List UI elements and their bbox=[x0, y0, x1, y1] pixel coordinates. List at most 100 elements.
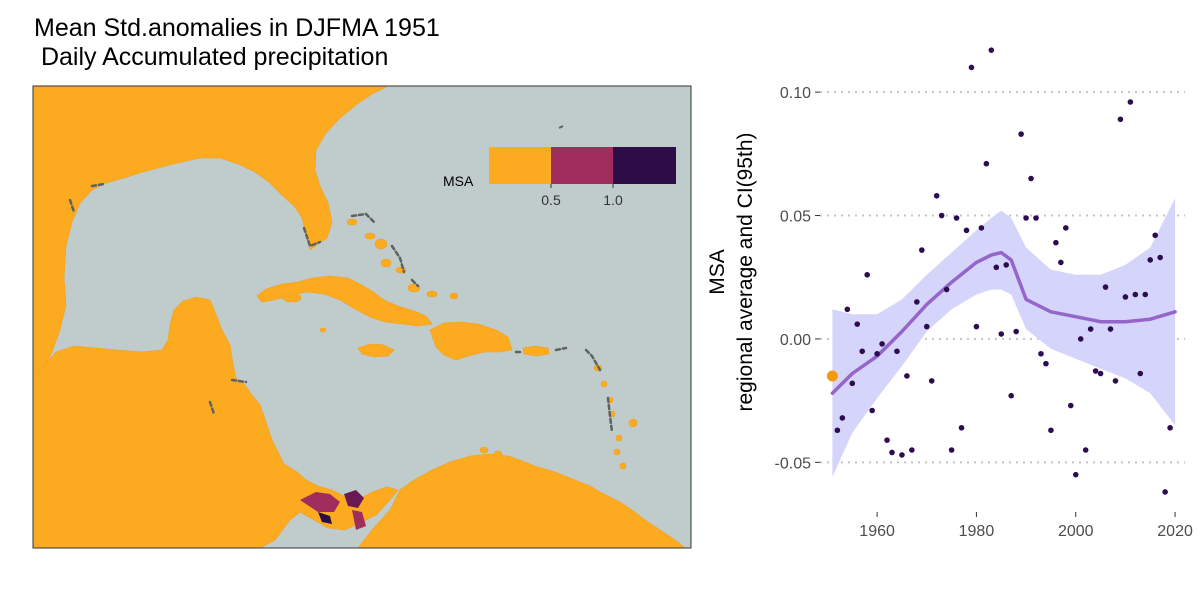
data-point bbox=[1077, 336, 1084, 342]
data-point bbox=[973, 323, 980, 330]
data-point bbox=[869, 407, 875, 414]
data-point bbox=[1147, 257, 1154, 263]
data-point bbox=[958, 424, 965, 431]
legend-swatch-high bbox=[613, 147, 676, 184]
data-points bbox=[826, 47, 1173, 495]
data-point bbox=[894, 348, 900, 355]
data-point bbox=[943, 286, 950, 293]
data-point bbox=[1152, 232, 1159, 239]
data-point bbox=[1028, 175, 1034, 182]
land-cuba bbox=[256, 275, 433, 327]
data-point bbox=[1082, 447, 1089, 453]
smooth-line bbox=[830, 250, 1177, 395]
legend-tick-0-5: 0.5 bbox=[541, 192, 561, 208]
data-point bbox=[1038, 350, 1044, 357]
x-tick-label: 1980 bbox=[959, 523, 995, 540]
data-point bbox=[919, 247, 925, 253]
data-point bbox=[839, 415, 846, 421]
y-tick-labels: -0.05 0.00 0.05 0.10 bbox=[775, 85, 820, 472]
data-point bbox=[923, 323, 930, 330]
x-tick-label: 2020 bbox=[1157, 523, 1193, 540]
data-point bbox=[1142, 291, 1149, 298]
land-hispaniola bbox=[429, 321, 513, 361]
data-point bbox=[1008, 392, 1014, 399]
data-point bbox=[938, 212, 945, 219]
data-point bbox=[834, 427, 841, 434]
data-point bbox=[854, 321, 861, 327]
data-point bbox=[1127, 99, 1134, 105]
data-point bbox=[859, 348, 866, 355]
y-axis-label-line1: MSA bbox=[706, 249, 729, 295]
highlight-point bbox=[826, 370, 838, 382]
data-point bbox=[904, 373, 910, 379]
data-point bbox=[948, 447, 955, 453]
data-point bbox=[1072, 471, 1079, 478]
data-point bbox=[914, 299, 920, 305]
map-title-line2: Daily Accumulated precipitation bbox=[34, 43, 389, 71]
data-point bbox=[978, 225, 985, 231]
data-point bbox=[1063, 225, 1069, 231]
data-point bbox=[953, 215, 960, 221]
data-point bbox=[1053, 239, 1059, 246]
y-tick-label: 0.00 bbox=[780, 332, 811, 349]
map-coast-detail bbox=[68, 182, 614, 434]
data-point bbox=[1167, 424, 1173, 431]
data-point bbox=[983, 160, 990, 167]
legend-swatch-low bbox=[489, 147, 551, 184]
data-point bbox=[1058, 259, 1064, 266]
data-point bbox=[1102, 284, 1109, 290]
map-land bbox=[32, 85, 686, 549]
data-point bbox=[1023, 215, 1029, 221]
data-point bbox=[1162, 489, 1168, 495]
data-point bbox=[988, 47, 995, 53]
data-point bbox=[874, 350, 880, 357]
data-point bbox=[968, 64, 975, 71]
land-jamaica bbox=[357, 343, 395, 358]
data-point bbox=[1087, 326, 1094, 332]
data-point bbox=[1067, 402, 1074, 409]
map-title: Mean Std.anomalies in DJFMA 1951 Daily A… bbox=[34, 14, 440, 72]
data-point bbox=[998, 331, 1005, 337]
ci-band bbox=[832, 198, 1176, 478]
land-south-america bbox=[357, 453, 686, 549]
land-north-america-west bbox=[32, 85, 389, 381]
data-point bbox=[1018, 131, 1024, 137]
y-tick-label: 0.05 bbox=[780, 209, 811, 226]
data-point bbox=[1043, 360, 1049, 367]
data-point bbox=[909, 447, 915, 453]
data-point bbox=[1107, 326, 1114, 332]
map-title-line1: Mean Std.anomalies in DJFMA 1951 bbox=[34, 14, 440, 42]
y-axis-label-line2: regional average and CI(95th) bbox=[734, 132, 757, 411]
data-point bbox=[928, 378, 935, 384]
x-tick-label: 1960 bbox=[859, 523, 895, 540]
map-border bbox=[32, 85, 692, 549]
data-point bbox=[1137, 370, 1144, 377]
data-point bbox=[1157, 254, 1163, 261]
map-panel: MSA 0.5 1.0 bbox=[32, 85, 692, 549]
land-central-america bbox=[32, 296, 399, 549]
y-tick-label: -0.05 bbox=[775, 455, 812, 472]
timeseries-panel: -0.05 0.00 0.05 0.10 1960 1980 2000 2020 MSA r… bbox=[706, 47, 1193, 540]
y-tick-label: 0.10 bbox=[780, 85, 811, 102]
legend-tick-1-0: 1.0 bbox=[603, 192, 623, 208]
data-point bbox=[1097, 370, 1104, 377]
x-tick-labels: 1960 1980 2000 2020 bbox=[859, 512, 1193, 540]
data-point bbox=[1048, 427, 1054, 434]
data-point bbox=[1003, 262, 1010, 268]
legend-title: MSA bbox=[443, 173, 474, 189]
data-point bbox=[884, 437, 890, 443]
data-point bbox=[993, 264, 1000, 271]
x-tick-label: 2000 bbox=[1058, 523, 1094, 540]
data-point bbox=[1132, 291, 1139, 298]
data-point bbox=[864, 271, 870, 278]
data-point bbox=[844, 306, 851, 313]
data-point bbox=[889, 449, 895, 456]
map-legend: MSA 0.5 1.0 bbox=[443, 125, 676, 208]
data-point bbox=[933, 192, 940, 199]
data-point bbox=[849, 380, 856, 387]
data-point bbox=[1122, 294, 1129, 300]
legend-swatch-mid bbox=[551, 147, 613, 184]
data-point bbox=[1033, 215, 1039, 221]
map-anomaly-patches bbox=[300, 490, 366, 530]
